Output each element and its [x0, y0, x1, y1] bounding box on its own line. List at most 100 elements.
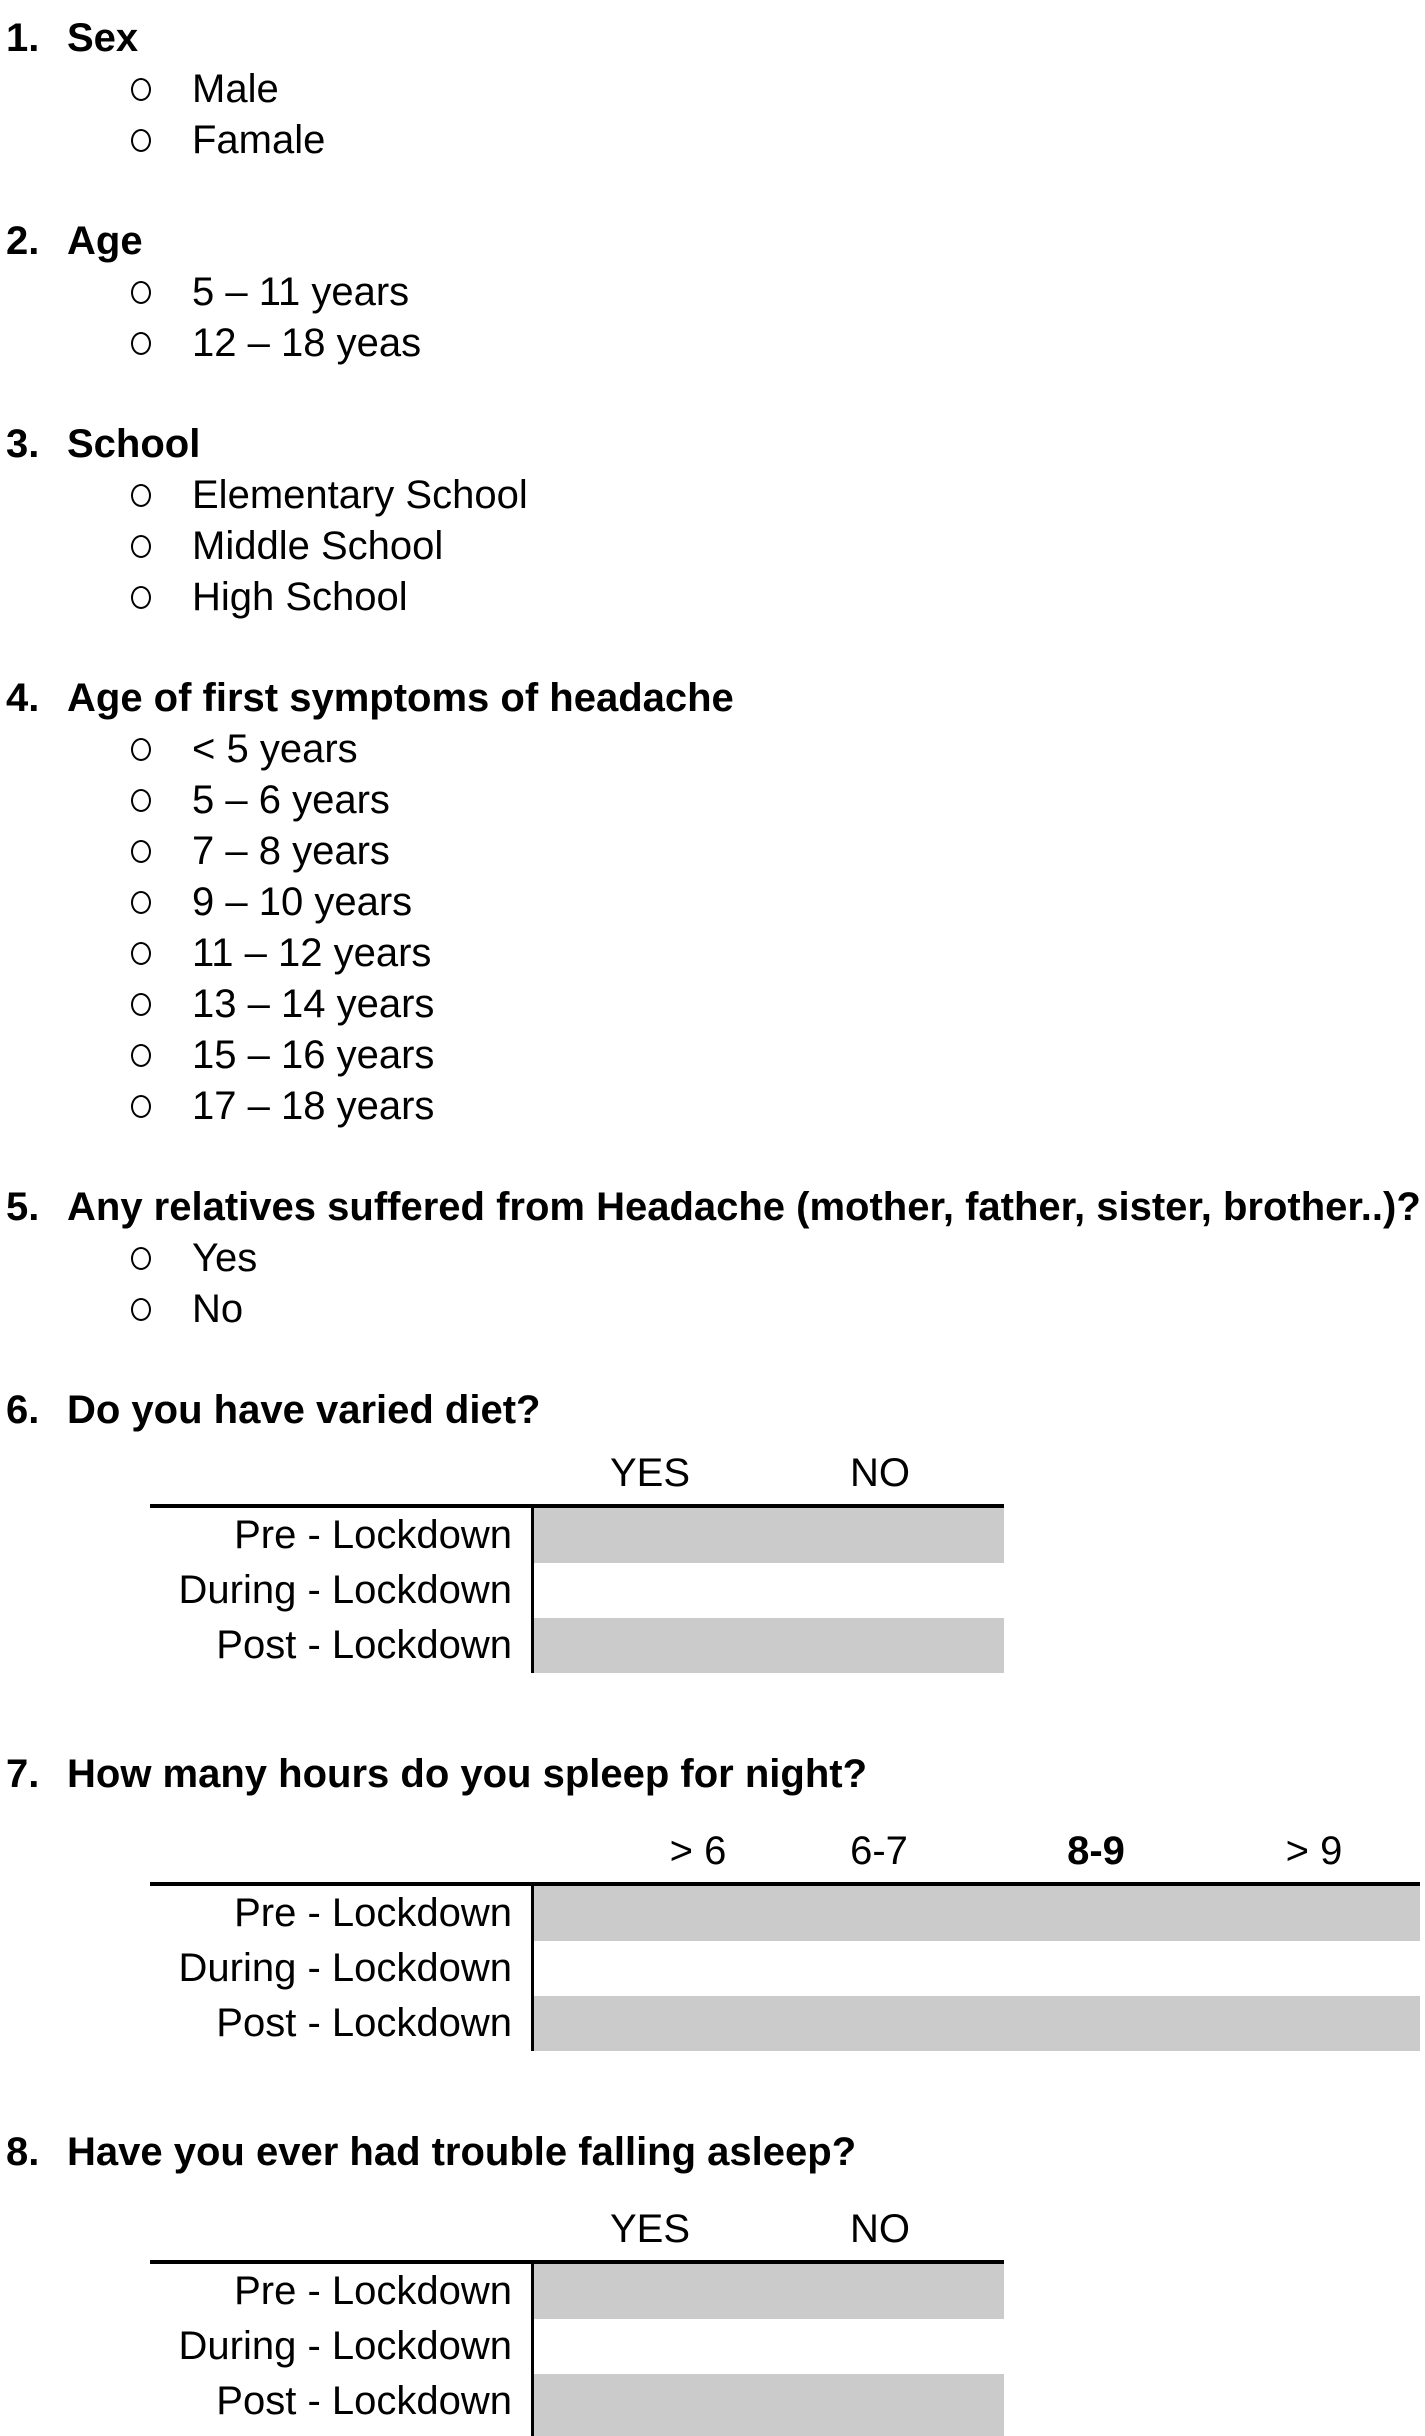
column-header-no: NO [850, 2207, 910, 2251]
option-age-12-18[interactable]: 12 – 18 yeas [0, 318, 1425, 369]
option-13-14[interactable]: 13 – 14 years [0, 979, 1425, 1030]
answer-cell[interactable] [531, 1563, 1004, 1618]
question-1-title: 1. Sex [0, 13, 1425, 64]
option-5-6[interactable]: 5 – 6 years [0, 775, 1425, 826]
question-2: 2. Age 5 – 11 years 12 – 18 yeas [0, 216, 1425, 369]
sleep-hours-table: > 6 6-7 8-9 > 9 Pre - Lockdown During - … [150, 1814, 1420, 2051]
radio-icon[interactable] [131, 891, 151, 914]
option-9-10[interactable]: 9 – 10 years [0, 877, 1425, 928]
diet-table: YES NO Pre - Lockdown During - Lockdown … [150, 1436, 1004, 1673]
table-row-pre-lockdown: Pre - Lockdown [150, 1886, 1420, 1941]
radio-icon[interactable] [131, 1095, 151, 1118]
radio-icon[interactable] [131, 993, 151, 1016]
radio-icon[interactable] [131, 840, 151, 863]
option-under-5[interactable]: < 5 years [0, 724, 1425, 775]
column-header-6-7: 6-7 [850, 1829, 908, 1873]
option-elementary-school[interactable]: Elementary School [0, 470, 1425, 521]
option-label: 5 – 11 years [192, 270, 410, 314]
radio-icon[interactable] [131, 1247, 151, 1270]
falling-asleep-table: YES NO Pre - Lockdown During - Lockdown … [150, 2192, 1004, 2436]
option-label: High School [192, 575, 408, 619]
question-5: 5. Any relatives suffered from Headache … [0, 1182, 1425, 1335]
question-title-text: How many hours do you spleep for night? [67, 1752, 868, 1796]
table-row-post-lockdown: Post - Lockdown [150, 2374, 1004, 2436]
answer-cell[interactable] [531, 1618, 1004, 1673]
option-label: 15 – 16 years [192, 1033, 435, 1077]
question-2-title: 2. Age [0, 216, 1425, 267]
option-label: Yes [192, 1236, 258, 1280]
question-6: 6. Do you have varied diet? YES NO Pre -… [0, 1385, 1425, 1673]
question-title-text: Any relatives suffered from Headache (mo… [67, 1185, 1421, 1229]
option-no[interactable]: No [0, 1284, 1425, 1335]
question-title-text: Have you ever had trouble falling asleep… [67, 2130, 857, 2174]
question-number: 5. [6, 1185, 40, 1229]
question-8: 8. Have you ever had trouble falling asl… [0, 2127, 1425, 2436]
option-age-5-11[interactable]: 5 – 11 years [0, 267, 1425, 318]
answer-cell[interactable] [531, 2374, 1004, 2436]
column-header-gt9: > 9 [1285, 1829, 1343, 1873]
table-row-pre-lockdown: Pre - Lockdown [150, 2264, 1004, 2319]
answer-cell[interactable] [531, 1886, 1420, 1941]
radio-icon[interactable] [131, 535, 151, 558]
question-title-text: Do you have varied diet? [67, 1388, 541, 1432]
option-label: Male [192, 67, 279, 111]
question-4: 4. Age of first symptoms of headache < 5… [0, 673, 1425, 1132]
radio-icon[interactable] [131, 281, 151, 304]
row-label: Post - Lockdown [216, 2001, 512, 2045]
question-5-title: 5. Any relatives suffered from Headache … [0, 1182, 1425, 1233]
radio-icon[interactable] [131, 586, 151, 609]
option-label: < 5 years [192, 727, 358, 771]
question-title-text: Sex [67, 16, 139, 60]
radio-icon[interactable] [131, 129, 151, 152]
option-yes[interactable]: Yes [0, 1233, 1425, 1284]
question-6-title: 6. Do you have varied diet? [0, 1385, 1425, 1436]
question-number: 4. [6, 676, 40, 720]
option-famale[interactable]: Famale [0, 115, 1425, 166]
option-label: Elementary School [192, 473, 528, 517]
table-row-post-lockdown: Post - Lockdown [150, 1996, 1420, 2051]
table-row-during-lockdown: During - Lockdown [150, 1563, 1004, 1618]
radio-icon[interactable] [131, 1298, 151, 1321]
question-number: 7. [6, 1752, 40, 1796]
option-15-16[interactable]: 15 – 16 years [0, 1030, 1425, 1081]
radio-icon[interactable] [131, 789, 151, 812]
radio-icon[interactable] [131, 738, 151, 761]
falling-asleep-table-header: YES NO [150, 2192, 1004, 2260]
answer-cell[interactable] [531, 1508, 1004, 1563]
radio-icon[interactable] [131, 1044, 151, 1067]
question-3: 3. School Elementary School Middle Schoo… [0, 419, 1425, 623]
row-label: Post - Lockdown [216, 2379, 512, 2423]
diet-table-body: Pre - Lockdown During - Lockdown Post - … [150, 1504, 1004, 1673]
table-row-during-lockdown: During - Lockdown [150, 2319, 1004, 2374]
option-male[interactable]: Male [0, 64, 1425, 115]
table-row-during-lockdown: During - Lockdown [150, 1941, 1420, 1996]
column-header-yes: YES [609, 1451, 691, 1495]
option-11-12[interactable]: 11 – 12 years [0, 928, 1425, 979]
radio-icon[interactable] [131, 942, 151, 965]
question-8-title: 8. Have you ever had trouble falling asl… [0, 2127, 1425, 2178]
question-1: 1. Sex Male Famale [0, 13, 1425, 166]
row-label: During - Lockdown [178, 2324, 513, 2368]
radio-icon[interactable] [131, 78, 151, 101]
option-label: 7 – 8 years [192, 829, 390, 873]
sleep-hours-table-header: > 6 6-7 8-9 > 9 [150, 1814, 1420, 1882]
diet-table-header: YES NO [150, 1436, 1004, 1504]
question-number: 3. [6, 422, 40, 466]
option-7-8[interactable]: 7 – 8 years [0, 826, 1425, 877]
answer-cell[interactable] [531, 2264, 1004, 2319]
radio-icon[interactable] [131, 332, 151, 355]
option-middle-school[interactable]: Middle School [0, 521, 1425, 572]
table-row-pre-lockdown: Pre - Lockdown [150, 1508, 1004, 1563]
question-number: 8. [6, 2130, 40, 2174]
option-high-school[interactable]: High School [0, 572, 1425, 623]
answer-cell[interactable] [531, 1996, 1420, 2051]
column-header-gt6: > 6 [669, 1829, 727, 1873]
table-row-post-lockdown: Post - Lockdown [150, 1618, 1004, 1673]
answer-cell[interactable] [531, 1941, 1420, 1996]
falling-asleep-table-body: Pre - Lockdown During - Lockdown Post - … [150, 2260, 1004, 2436]
column-header-yes: YES [609, 2207, 691, 2251]
option-17-18[interactable]: 17 – 18 years [0, 1081, 1425, 1132]
answer-cell[interactable] [531, 2319, 1004, 2374]
radio-icon[interactable] [131, 484, 151, 507]
